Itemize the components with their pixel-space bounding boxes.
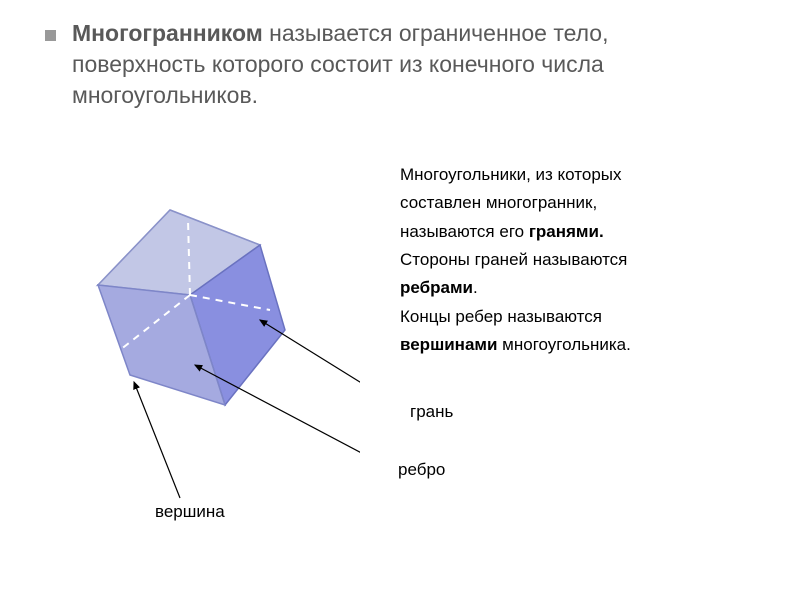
polyhedron-diagram (60, 200, 360, 520)
slide-title: Многогранником называется ограниченное т… (72, 18, 732, 111)
body-line: составлен многогранник, (400, 190, 760, 216)
body-line: вершинами многоугольника. (400, 332, 760, 358)
title-term: Многогранником (72, 20, 263, 46)
body-line: Концы ребер называются (400, 304, 760, 330)
slide: Многогранником называется ограниченное т… (0, 0, 800, 600)
label-face: грань (410, 402, 453, 422)
body-line: называются его гранями. (400, 219, 760, 245)
title-bullet (45, 30, 56, 41)
body-line: ребрами. (400, 275, 760, 301)
body-line: Многоугольники, из которых (400, 162, 760, 188)
label-vertex: вершина (155, 502, 225, 522)
body-text: Многоугольники, из которых составлен мно… (400, 162, 760, 360)
body-line: Стороны граней называются (400, 247, 760, 273)
label-edge: ребро (398, 460, 445, 480)
